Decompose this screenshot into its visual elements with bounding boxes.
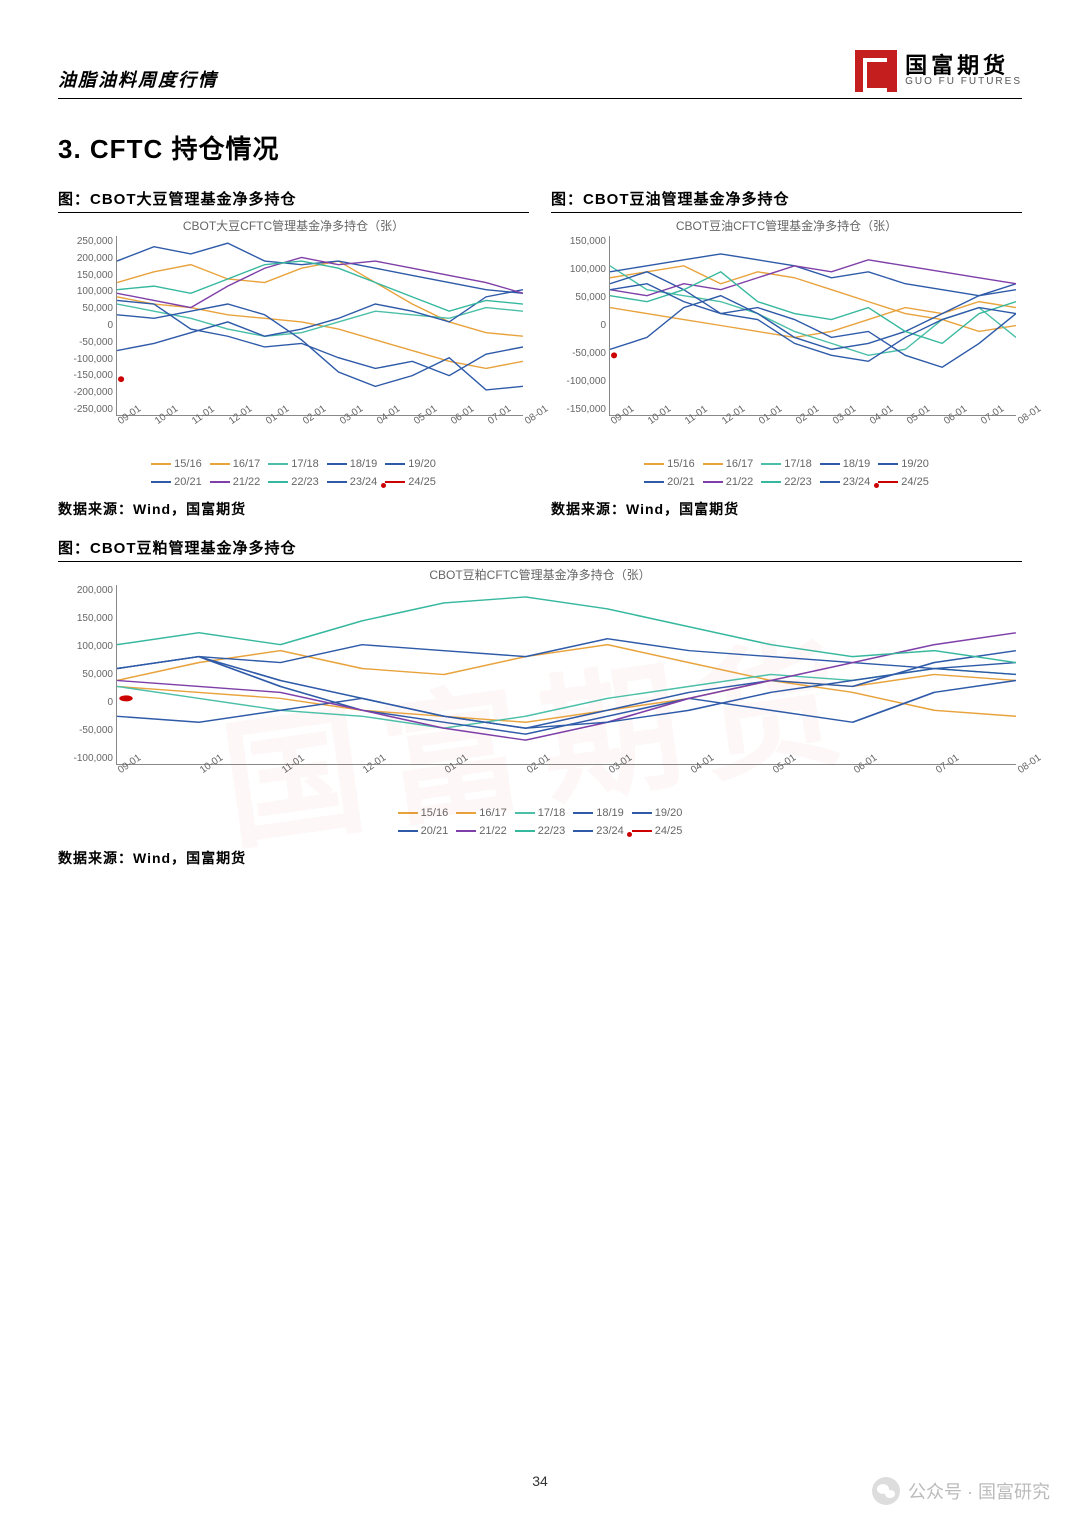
x-axis-labels: 09-0110-0111-0112-0101-0102-0103-0104-01… [609,416,1016,450]
chart-caption: 图：CBOT豆粕管理基金净多持仓 [58,537,1022,562]
chart-caption: 图：CBOT豆油管理基金净多持仓 [551,188,1022,213]
chart-source: 数据来源：Wind，国富期货 [58,848,1022,868]
chart-plot-area: 250,000200,000150,000100,00050,0000-50,0… [116,236,523,416]
wechat-icon [872,1477,900,1505]
x-axis-labels: 09-0110-0111-0112-0101-0102-0103-0104-01… [116,765,1016,799]
chart-soyoil: 图：CBOT豆油管理基金净多持仓 CBOT豆油CFTC管理基金净多持仓（张） 150… [551,188,1022,519]
chart-subtitle: CBOT豆油CFTC管理基金净多持仓（张） [551,217,1022,234]
x-axis-labels: 09-0110-0111-0112-0101-0102-0103-0104-01… [116,416,523,450]
y-axis-labels: 150,000100,00050,0000-50,000-100,000-150… [550,236,606,415]
logo-text-cn: 国富期货 [905,54,1022,77]
chart-soymeal: 图：CBOT豆粕管理基金净多持仓 CBOT豆粕CFTC管理基金净多持仓（张） 200… [58,537,1022,868]
footer-watermark: 公众号 · 国富研究 [872,1477,1050,1505]
chart-subtitle: CBOT豆粕CFTC管理基金净多持仓（张） [58,566,1022,583]
y-axis-labels: 250,000200,000150,000100,00050,0000-50,0… [57,236,113,415]
page-content: 油脂油料周度行情 国富期货 GUO FU FUTURES 3. CFTC 持仓情… [0,0,1080,868]
chart-source: 数据来源：Wind，国富期货 [551,499,1022,519]
chart-soybean: 图：CBOT大豆管理基金净多持仓 CBOT大豆CFTC管理基金净多持仓（张） 250… [58,188,529,519]
page-header: 油脂油料周度行情 国富期货 GUO FU FUTURES [58,50,1022,99]
header-title: 油脂油料周度行情 [58,66,218,92]
footer-text: 公众号 · 国富研究 [908,1478,1050,1504]
chart-legend: 15/1616/1717/1818/1919/2020/2121/2222/23… [58,805,1022,840]
chart-legend: 15/1616/1717/1818/1919/2020/2121/2222/23… [551,456,1022,491]
chart-source: 数据来源：Wind，国富期货 [58,499,529,519]
chart-subtitle: CBOT大豆CFTC管理基金净多持仓（张） [58,217,529,234]
chart-plot-area: 150,000100,00050,0000-50,000-100,000-150… [609,236,1016,416]
logo-text-en: GUO FU FUTURES [905,77,1022,88]
chart-plot-area: 200,000150,000100,00050,0000-50,000-100,… [116,585,1016,765]
y-axis-labels: 200,000150,000100,00050,0000-50,000-100,… [57,585,113,764]
charts-row-bottom: 图：CBOT豆粕管理基金净多持仓 CBOT豆粕CFTC管理基金净多持仓（张） 200… [58,537,1022,868]
logo-icon [855,50,897,92]
section-title: 3. CFTC 持仓情况 [58,129,1022,166]
company-logo: 国富期货 GUO FU FUTURES [855,50,1022,92]
chart-legend: 15/1616/1717/1818/1919/2020/2121/2222/23… [58,456,529,491]
chart-caption: 图：CBOT大豆管理基金净多持仓 [58,188,529,213]
charts-row-top: 图：CBOT大豆管理基金净多持仓 CBOT大豆CFTC管理基金净多持仓（张） 250… [58,188,1022,519]
